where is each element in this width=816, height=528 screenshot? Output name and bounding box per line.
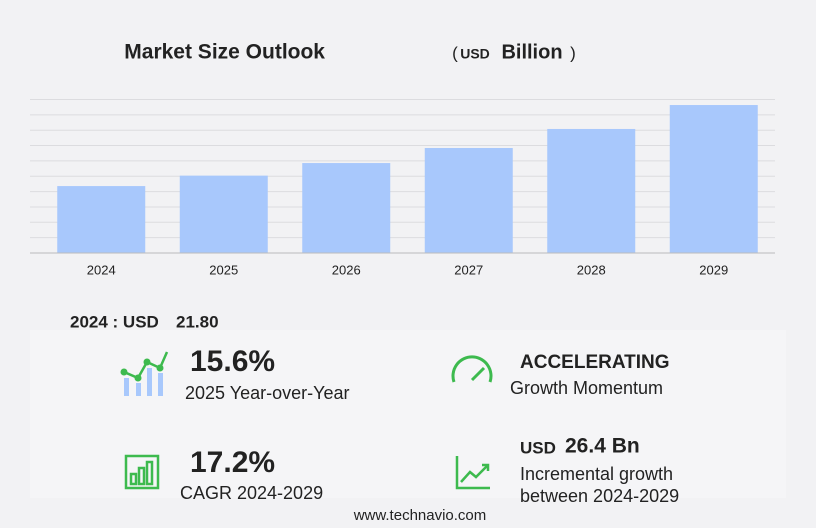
x-tick-label: 2026: [332, 262, 361, 277]
growth-icon: [120, 351, 169, 396]
x-tick-label: 2025: [209, 262, 238, 277]
stat-value: ACCELERATING: [520, 352, 670, 373]
stat-value: 15.6%: [190, 345, 275, 378]
bar: [302, 163, 391, 253]
bars-icon: [124, 454, 160, 490]
stat-value: 26.4 Bn: [565, 435, 640, 458]
x-tick-label: 2028: [577, 262, 606, 277]
stat-label: between 2024-2029: [520, 486, 679, 506]
summary-label: 2024 : USD: [70, 312, 159, 331]
bar: [547, 128, 636, 253]
stat-label: Incremental growth: [520, 464, 673, 484]
summary-value: 21.80: [176, 312, 219, 331]
stat-currency: USD: [520, 438, 556, 457]
chart-title: Market Size Outlook: [124, 41, 325, 64]
unit-currency: USD: [460, 46, 490, 62]
trend-icon: [455, 456, 490, 490]
panel: [30, 330, 786, 498]
stat-label: Growth Momentum: [510, 378, 663, 398]
x-tick-label: 2029: [699, 262, 728, 277]
x-tick-label: 2024: [87, 262, 116, 277]
stat-value: 17.2%: [190, 446, 275, 479]
unit-name: Billion: [501, 41, 562, 63]
bar: [424, 148, 513, 253]
x-tick-label: 2027: [454, 262, 483, 277]
speed-icon: [451, 355, 493, 383]
bar: [179, 175, 268, 253]
bar: [669, 105, 758, 253]
bar: [57, 186, 146, 253]
unit-open: (: [452, 43, 458, 62]
footer: www.technavio.com: [353, 507, 487, 524]
unit-close: ): [570, 43, 576, 62]
stat-label: 2025 Year-over-Year: [185, 383, 349, 403]
stat-label: CAGR 2024-2029: [180, 483, 323, 503]
